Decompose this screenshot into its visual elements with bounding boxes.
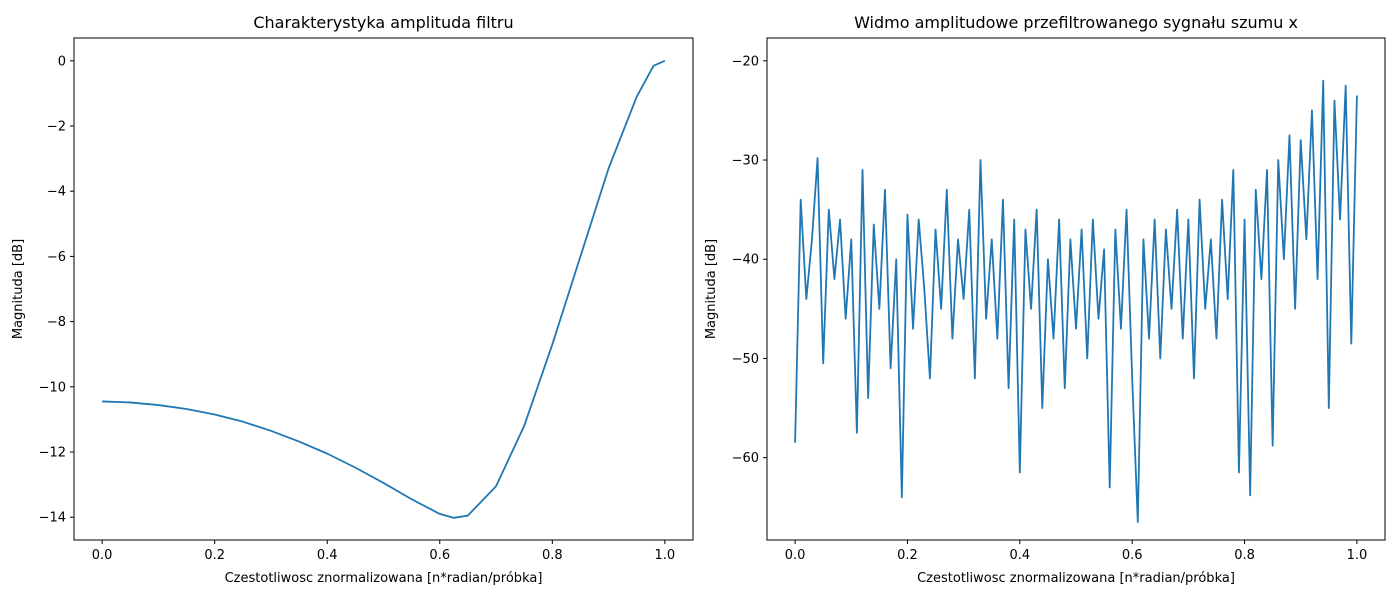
plot-frame [73, 37, 694, 541]
x-tick-label: 0.4 [317, 548, 338, 563]
y-tick-label: −40 [732, 253, 759, 268]
x-tick-label: 0.2 [897, 548, 918, 563]
y-tick-label: −50 [732, 352, 759, 367]
y-tick-label: −8 [47, 315, 66, 330]
x-tick-label: 0.4 [1009, 548, 1030, 563]
x-tick-label: 0.2 [204, 548, 225, 563]
y-axis-label: Magnituda [dB] [11, 239, 26, 339]
plot-frame [766, 37, 1386, 541]
x-tick-label: 0.8 [542, 548, 563, 563]
x-axis-label: Czestotliwosc znormalizowana [n*radian/p… [225, 571, 543, 586]
y-tick-label: 0 [58, 54, 66, 69]
x-tick-label: 0.0 [92, 548, 113, 563]
series-line [794, 79, 1358, 524]
y-tick-label: −60 [732, 451, 759, 466]
y-tick-label: −2 [47, 120, 66, 135]
series-line [102, 59, 666, 519]
x-tick-label: 0.6 [1122, 548, 1143, 563]
chart-title: Charakterystyka amplituda filtru [253, 13, 513, 32]
y-tick-label: −6 [47, 250, 66, 265]
y-tick-label: −4 [47, 185, 66, 200]
x-tick-label: 0.8 [1234, 548, 1255, 563]
x-tick-label: 0.0 [785, 548, 806, 563]
x-tick-label: 0.6 [429, 548, 450, 563]
x-tick-label: 1.0 [1347, 548, 1368, 563]
x-axis-label: Czestotliwosc znormalizowana [n*radian/p… [917, 571, 1235, 586]
y-tick-label: −14 [39, 511, 66, 526]
left-chart-panel: Charakterystyka amplituda filtru 0.0 0.2 0.… [11, 13, 694, 586]
y-tick-label: −20 [732, 54, 759, 69]
y-tick-label: −30 [732, 154, 759, 169]
x-tick-label: 1.0 [655, 548, 676, 563]
y-axis-label: Magnituda [dB] [704, 239, 719, 339]
y-tick-label: −12 [39, 445, 66, 460]
right-chart-panel: Widmo amplitudowe przefiltrowanego sygna… [704, 13, 1386, 586]
y-tick-label: −10 [39, 380, 66, 395]
chart-title: Widmo amplitudowe przefiltrowanego sygna… [854, 13, 1298, 32]
